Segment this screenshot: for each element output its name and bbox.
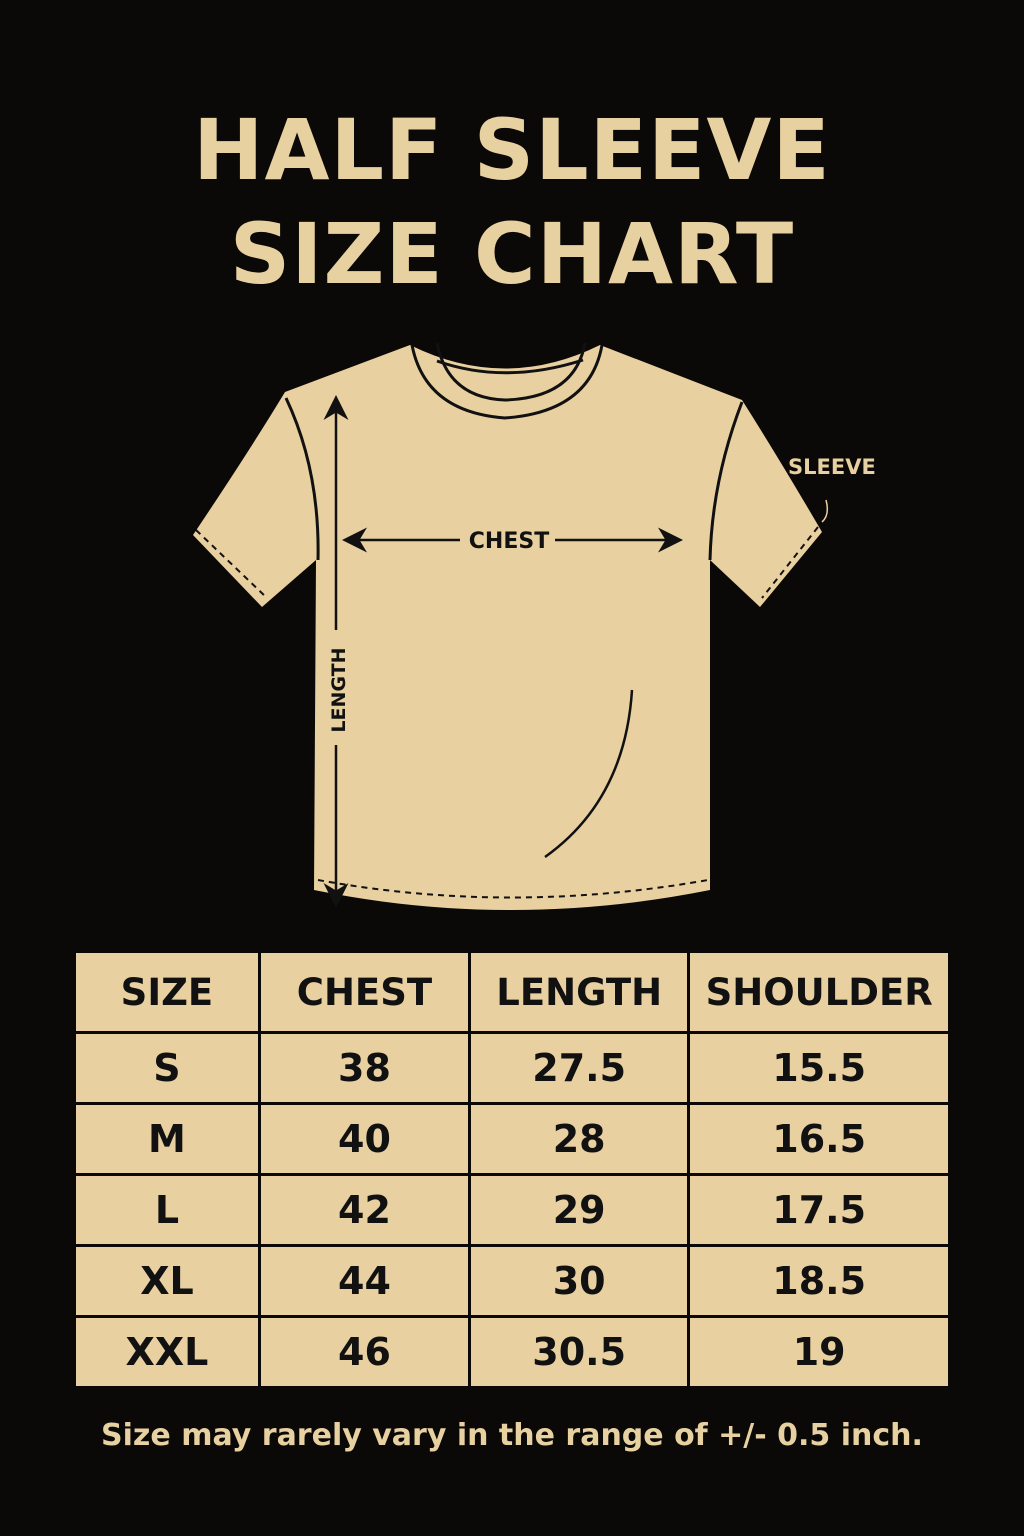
left-seam (284, 397, 320, 561)
table-cell: L (73, 1173, 261, 1247)
table-cell: 19 (687, 1315, 951, 1389)
header-length: LENGTH (467, 950, 691, 1034)
table-row: S 38 27.5 15.5 (73, 1031, 951, 1105)
table-cell: 28 (467, 1102, 691, 1176)
left-cuff-stitch (195, 529, 267, 598)
header-chest: CHEST (257, 950, 472, 1034)
table-cell: 15.5 (687, 1031, 951, 1105)
table-cell: XXL (73, 1315, 261, 1389)
collar-inner (435, 342, 587, 402)
collar-outer (410, 344, 604, 420)
table-row: M 40 28 16.5 (73, 1102, 951, 1176)
title-line-1: HALF SLEEVE (193, 101, 831, 199)
table-header-row: SIZE CHEST LENGTH SHOULDER (73, 950, 951, 1034)
right-cuff-stitch (761, 526, 819, 599)
title-line-2: SIZE CHART (229, 205, 795, 303)
table-cell: 30.5 (467, 1315, 691, 1389)
table-cell: 17.5 (687, 1173, 951, 1247)
table-cell: S (73, 1031, 261, 1105)
table-row: XL 44 30 18.5 (73, 1244, 951, 1318)
table-cell: 38 (257, 1031, 472, 1105)
table-cell: 16.5 (687, 1102, 951, 1176)
fold-line (544, 689, 634, 859)
table-cell: M (73, 1102, 261, 1176)
chest-label: CHEST (469, 529, 549, 554)
table-cell: 29 (467, 1173, 691, 1247)
right-seam (708, 401, 744, 561)
table-cell: 30 (467, 1244, 691, 1318)
sleeve-label: SLEEVE (788, 455, 876, 479)
table-cell: 44 (257, 1244, 472, 1318)
table-cell: 27.5 (467, 1031, 691, 1105)
size-table: SIZE CHEST LENGTH SHOULDER S 38 27.5 15.5 M 4… (73, 950, 951, 1389)
table-cell: 42 (257, 1173, 472, 1247)
length-label: LENGTH (328, 647, 350, 732)
table-row: L 42 29 17.5 (73, 1173, 951, 1247)
table-cell: 18.5 (687, 1244, 951, 1318)
table-cell: 40 (257, 1102, 472, 1176)
size-variation-note: Size may rarely vary in the range of +/-… (101, 1418, 923, 1453)
table-cell: 46 (257, 1315, 472, 1389)
table-row: XXL 46 30.5 19 (73, 1315, 951, 1389)
tshirt-outline (193, 345, 822, 910)
header-size: SIZE (73, 950, 261, 1034)
table-cell: XL (73, 1244, 261, 1318)
header-shoulder: SHOULDER (687, 950, 951, 1034)
sleeve-pointer (821, 499, 829, 523)
